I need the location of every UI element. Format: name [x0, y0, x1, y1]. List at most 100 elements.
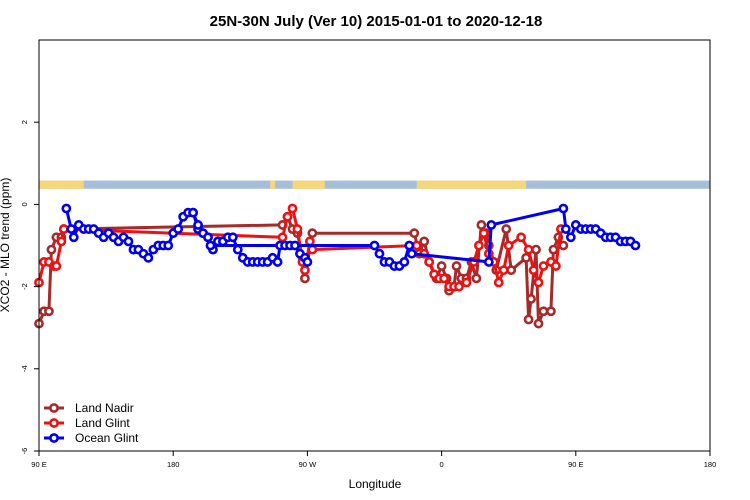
data-point — [302, 257, 313, 267]
data-point — [399, 257, 410, 267]
data-point — [538, 261, 549, 271]
data-point — [304, 236, 315, 247]
data-point — [528, 265, 539, 276]
data-point — [68, 232, 79, 243]
land-ocean-band — [39, 180, 710, 189]
data-point — [548, 244, 559, 255]
data-point — [44, 306, 54, 317]
ocean-band — [39, 180, 710, 189]
data-point — [369, 240, 380, 251]
data-point — [454, 281, 464, 292]
data-point — [461, 277, 472, 288]
data-point — [163, 240, 174, 251]
legend-label: Land Nadir — [75, 401, 134, 415]
series-group — [34, 203, 641, 329]
data-point — [203, 232, 213, 243]
data-point — [533, 318, 544, 329]
legend-swatch-marker — [49, 403, 59, 413]
land-segment-1 — [270, 180, 276, 189]
data-point — [630, 240, 641, 251]
data-point — [290, 240, 300, 251]
x-tick-label: 180 — [167, 460, 180, 469]
data-point — [287, 203, 298, 214]
data-point — [282, 211, 293, 222]
data-point — [292, 224, 303, 234]
data-point — [558, 240, 569, 251]
data-point — [227, 232, 238, 243]
series-ocean-glint — [61, 203, 641, 271]
y-tick-label: 0 — [20, 202, 29, 206]
data-point — [483, 257, 494, 267]
data-point — [516, 232, 527, 243]
y-tick-label: -2 — [20, 283, 29, 290]
y-tick-label: -4 — [20, 365, 29, 372]
data-point — [473, 240, 484, 251]
data-point — [551, 261, 561, 271]
data-point — [307, 228, 318, 239]
data-point — [272, 257, 283, 267]
data-point — [143, 252, 154, 263]
legend-swatch-marker — [49, 433, 59, 443]
data-point — [56, 236, 67, 247]
data-point — [188, 207, 198, 218]
data-point — [232, 244, 243, 255]
data-point — [503, 240, 514, 251]
data-point — [560, 224, 571, 234]
data-point — [476, 220, 487, 230]
legend-label: Land Glint — [75, 416, 130, 430]
data-point — [565, 232, 576, 243]
data-point — [526, 294, 536, 304]
data-point — [277, 232, 288, 243]
data-point — [58, 224, 69, 234]
x-tick-label: 90 E — [31, 460, 46, 469]
land-segment-3 — [416, 180, 527, 189]
plot-frame — [38, 39, 711, 452]
data-point — [533, 277, 544, 288]
data-point — [411, 240, 422, 251]
data-point — [436, 261, 447, 271]
data-point — [66, 224, 77, 234]
data-point — [538, 306, 549, 317]
data-point — [419, 236, 430, 247]
y-axis-label: XCO2 - MLO trend (ppm) — [0, 178, 12, 313]
data-point — [173, 224, 184, 234]
data-point — [374, 248, 385, 259]
data-point — [523, 244, 534, 255]
legend-item: Land Glint — [44, 416, 130, 430]
x-axis: 90 E 180 90 W 0 90 E 180 — [31, 451, 716, 469]
data-point — [300, 265, 310, 276]
y-axis: -6 -4 -2 0 2 — [20, 120, 39, 454]
data-point — [406, 248, 417, 259]
data-point — [471, 273, 482, 284]
legend-item: Land Nadir — [44, 401, 134, 415]
legend-item: Ocean Glint — [44, 431, 139, 445]
data-point — [486, 220, 497, 230]
x-tick-label: 90 W — [299, 460, 317, 469]
data-point — [546, 306, 556, 317]
land-segment-2 — [292, 180, 325, 189]
x-axis-label: Longitude — [349, 477, 402, 491]
data-point — [506, 265, 517, 276]
y-tick-label: -6 — [20, 448, 29, 455]
data-point — [307, 244, 318, 255]
x-tick-label: 180 — [704, 460, 717, 469]
y-tick-label: 2 — [20, 120, 29, 124]
data-point — [193, 220, 203, 230]
data-point — [424, 257, 435, 267]
data-point — [439, 273, 449, 284]
data-point — [409, 228, 420, 239]
data-point — [46, 244, 57, 255]
data-point — [205, 240, 216, 251]
data-point — [498, 265, 509, 276]
data-point — [493, 277, 504, 288]
data-point — [404, 240, 415, 251]
x-tick-label: 0 — [440, 460, 444, 469]
data-point — [123, 236, 134, 247]
legend-label: Ocean Glint — [75, 431, 139, 445]
data-point — [558, 203, 569, 214]
data-point — [51, 261, 62, 271]
data-point — [523, 314, 534, 325]
data-point — [478, 228, 489, 239]
